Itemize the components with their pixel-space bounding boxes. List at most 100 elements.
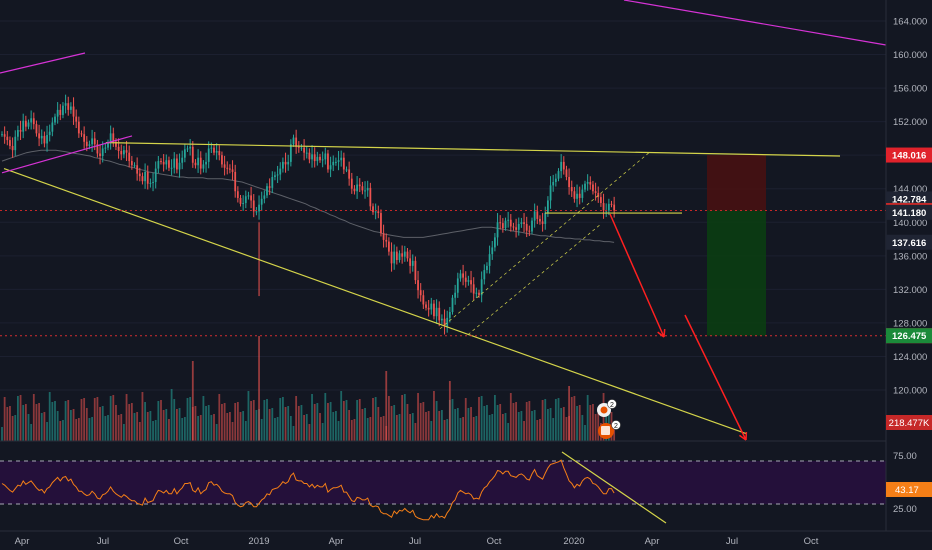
volume-bar bbox=[72, 409, 75, 441]
candle-body bbox=[390, 251, 393, 264]
candle-body bbox=[308, 152, 311, 160]
candle-body bbox=[260, 198, 263, 205]
rsi-axis[interactable]: 75.00 25.00 43.17 bbox=[886, 451, 932, 515]
candle-body bbox=[446, 317, 449, 327]
candle-body bbox=[104, 147, 107, 149]
candle-body bbox=[115, 141, 117, 147]
volume-bar bbox=[247, 391, 250, 441]
candle-body bbox=[300, 147, 303, 149]
candle-body bbox=[414, 260, 417, 281]
candle-body bbox=[136, 165, 139, 174]
candle-body bbox=[319, 156, 321, 161]
price-tick-label: 160.000 bbox=[893, 50, 927, 61]
price-tick-label: 164.000 bbox=[893, 17, 927, 28]
volume-bar bbox=[319, 413, 321, 441]
candle-body bbox=[613, 204, 616, 211]
volume-bar bbox=[244, 421, 247, 441]
candle-body bbox=[17, 130, 19, 137]
volume-bar bbox=[236, 402, 239, 441]
time-tick-label: Apr bbox=[329, 536, 344, 547]
indicator-count-bottom: 2 bbox=[614, 423, 618, 430]
candlesticks bbox=[1, 94, 616, 335]
volume-bar bbox=[348, 410, 351, 441]
volume-bar bbox=[207, 405, 210, 441]
volume-bar bbox=[364, 408, 366, 441]
time-axis[interactable]: Apr Jul Oct 2019 Apr Jul Oct 2020 Apr Jul Oct bbox=[15, 536, 819, 547]
volume-bar bbox=[146, 412, 149, 441]
candle-body bbox=[438, 307, 441, 321]
rsi-down-trendline bbox=[561, 451, 667, 524]
candle-body bbox=[581, 189, 584, 198]
volume-bar bbox=[136, 412, 139, 441]
volume-bar bbox=[9, 406, 11, 441]
candle-body bbox=[552, 182, 555, 186]
indicator-eye-icon[interactable]: 2 bbox=[597, 399, 617, 418]
candle-body bbox=[96, 144, 99, 154]
rsi-trendline[interactable] bbox=[561, 451, 667, 524]
volume-bar bbox=[152, 421, 154, 441]
candle-body bbox=[14, 136, 17, 151]
drawing-tools[interactable] bbox=[0, 0, 887, 441]
risk-reward-zones[interactable] bbox=[707, 155, 766, 336]
volume-bar bbox=[91, 417, 93, 441]
candle-body bbox=[234, 171, 237, 192]
volume-bar bbox=[191, 361, 194, 441]
volume-bar bbox=[311, 394, 313, 441]
candle-body bbox=[610, 203, 613, 205]
candle-body bbox=[607, 203, 610, 211]
candle-body bbox=[584, 183, 586, 190]
volume-bar bbox=[11, 416, 14, 441]
price-axis-panel[interactable] bbox=[886, 0, 932, 550]
candle-body bbox=[342, 157, 345, 170]
candle-body bbox=[51, 122, 54, 132]
candle-body bbox=[43, 135, 46, 144]
candle-body bbox=[470, 280, 472, 285]
price-badge bbox=[886, 147, 932, 163]
candle-body bbox=[586, 182, 589, 184]
candle-body bbox=[488, 254, 491, 266]
volume-bar bbox=[496, 405, 499, 441]
volume-bar bbox=[221, 404, 223, 441]
volume-bar bbox=[419, 403, 422, 441]
volume-bar bbox=[602, 393, 605, 441]
price-axis[interactable]: 164.000160.000156.000152.000148.000144.0… bbox=[893, 17, 927, 397]
volume-bar bbox=[271, 408, 274, 441]
price-badge bbox=[886, 191, 932, 207]
volume-bar bbox=[205, 406, 207, 441]
time-tick-label: Oct bbox=[174, 536, 189, 547]
indicator-flag-icon[interactable]: 2 bbox=[598, 420, 621, 440]
price-badges: 148.016142.784141.407141.180137.616126.4… bbox=[886, 147, 932, 344]
volume-bar bbox=[14, 415, 17, 441]
candle-body bbox=[91, 138, 93, 145]
volume-bar bbox=[128, 404, 131, 441]
candle-body bbox=[30, 118, 33, 123]
volume-bar bbox=[374, 397, 377, 441]
volume-bar bbox=[332, 412, 335, 441]
candle-body bbox=[316, 156, 319, 162]
candle-body bbox=[221, 155, 223, 165]
volume-bar bbox=[581, 415, 584, 441]
time-tick-label: Apr bbox=[15, 536, 30, 547]
candle-body bbox=[146, 171, 149, 184]
volume-bar bbox=[422, 402, 425, 441]
volume-bar bbox=[366, 418, 369, 441]
volume-bar bbox=[475, 416, 478, 441]
volume-bar bbox=[369, 417, 372, 441]
volume-bar bbox=[56, 411, 59, 441]
volume-bar bbox=[252, 400, 255, 441]
volume-badge: 218.477K bbox=[886, 415, 932, 430]
volume-bar bbox=[531, 411, 533, 441]
candle-body bbox=[120, 150, 123, 155]
candle-body bbox=[144, 171, 146, 182]
volume-bar bbox=[154, 420, 157, 441]
volume-bar bbox=[242, 411, 245, 441]
volume-bar bbox=[223, 403, 226, 441]
candle-body bbox=[425, 304, 427, 308]
candle-body bbox=[181, 157, 184, 163]
time-tick-label: 2020 bbox=[563, 536, 584, 547]
volume-bar bbox=[266, 399, 268, 441]
indicator-icon-group[interactable]: 2 2 bbox=[597, 399, 621, 440]
price-badge-label: 142.784 bbox=[892, 194, 927, 205]
volume-bar bbox=[486, 405, 488, 441]
